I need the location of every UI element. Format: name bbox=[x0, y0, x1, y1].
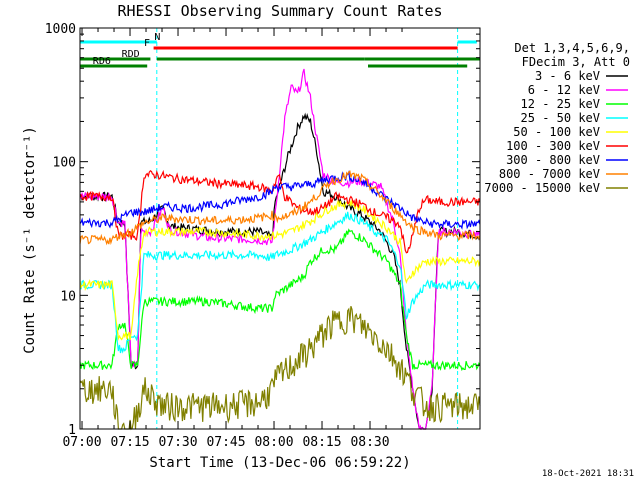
legend-label: 100 - 300 keV bbox=[506, 139, 600, 153]
legend-label: 50 - 100 keV bbox=[513, 125, 600, 139]
y-tick-label: 1000 bbox=[45, 22, 76, 37]
axes: 07:00 07:15 07:30 07:45 08:00 08:15 08:30 1 10 10… bbox=[45, 22, 481, 450]
legend-label: 3 - 6 keV bbox=[535, 69, 600, 83]
flag-label-rd6: RD6 bbox=[93, 56, 111, 67]
legend-label: 7000 - 15000 keV bbox=[484, 181, 600, 195]
series-line-2 bbox=[79, 68, 481, 431]
x-tick-label: 08:00 bbox=[254, 435, 293, 450]
flag-bar-n: N bbox=[80, 32, 477, 44]
series-line-4 bbox=[79, 211, 481, 354]
x-tick-label: 08:30 bbox=[350, 435, 389, 450]
legend-label: 25 - 50 keV bbox=[521, 111, 600, 125]
legend-header-line-2: FDecim 3, Att 0 bbox=[522, 55, 630, 69]
flag-label-n: N bbox=[154, 32, 160, 43]
y-tick-label: 10 bbox=[60, 289, 76, 304]
legend-header-line-1: Det 1,3,4,5,6,9, bbox=[514, 41, 630, 55]
flag-bar-rdd: RDD bbox=[80, 49, 480, 61]
flag-label-f: F bbox=[144, 38, 150, 49]
x-tick-label: 07:00 bbox=[62, 435, 101, 450]
series-line-9 bbox=[79, 306, 481, 431]
plot-area: NF RDD RD6 bbox=[79, 28, 481, 431]
flag-bar-rd6: RD6 bbox=[80, 56, 468, 68]
series-line-8 bbox=[79, 170, 481, 246]
series-line-5 bbox=[79, 198, 481, 341]
series-line-7 bbox=[79, 169, 481, 230]
x-tick-label: 07:15 bbox=[110, 435, 149, 450]
y-tick-label: 100 bbox=[53, 156, 76, 171]
chart-title: RHESSI Observing Summary Count Rates bbox=[117, 2, 442, 20]
series-line-3 bbox=[79, 228, 481, 372]
legend-label: 6 - 12 keV bbox=[528, 83, 600, 97]
x-tick-label: 07:30 bbox=[158, 435, 197, 450]
flag-label-rdd: RDD bbox=[122, 49, 140, 60]
y-axis-label: Count Rate (s⁻¹ detector⁻¹) bbox=[22, 126, 38, 354]
x-axis-label: Start Time (13-Dec-06 06:59:22) bbox=[149, 455, 410, 471]
timestamp: 18-Oct-2021 18:31 bbox=[542, 469, 634, 479]
plot-frame bbox=[79, 27, 481, 430]
legend-label: 300 - 800 keV bbox=[506, 153, 600, 167]
legend-label: 12 - 25 keV bbox=[521, 97, 600, 111]
x-tick-label: 08:15 bbox=[302, 435, 341, 450]
y-tick-label: 1 bbox=[68, 423, 76, 438]
legend-label: 800 - 7000 keV bbox=[499, 167, 600, 181]
legend: Det 1,3,4,5,6,9, FDecim 3, Att 0 3 - 6 k… bbox=[484, 41, 630, 195]
flag-bar-f: F bbox=[144, 38, 458, 50]
x-tick-label: 07:45 bbox=[206, 435, 245, 450]
